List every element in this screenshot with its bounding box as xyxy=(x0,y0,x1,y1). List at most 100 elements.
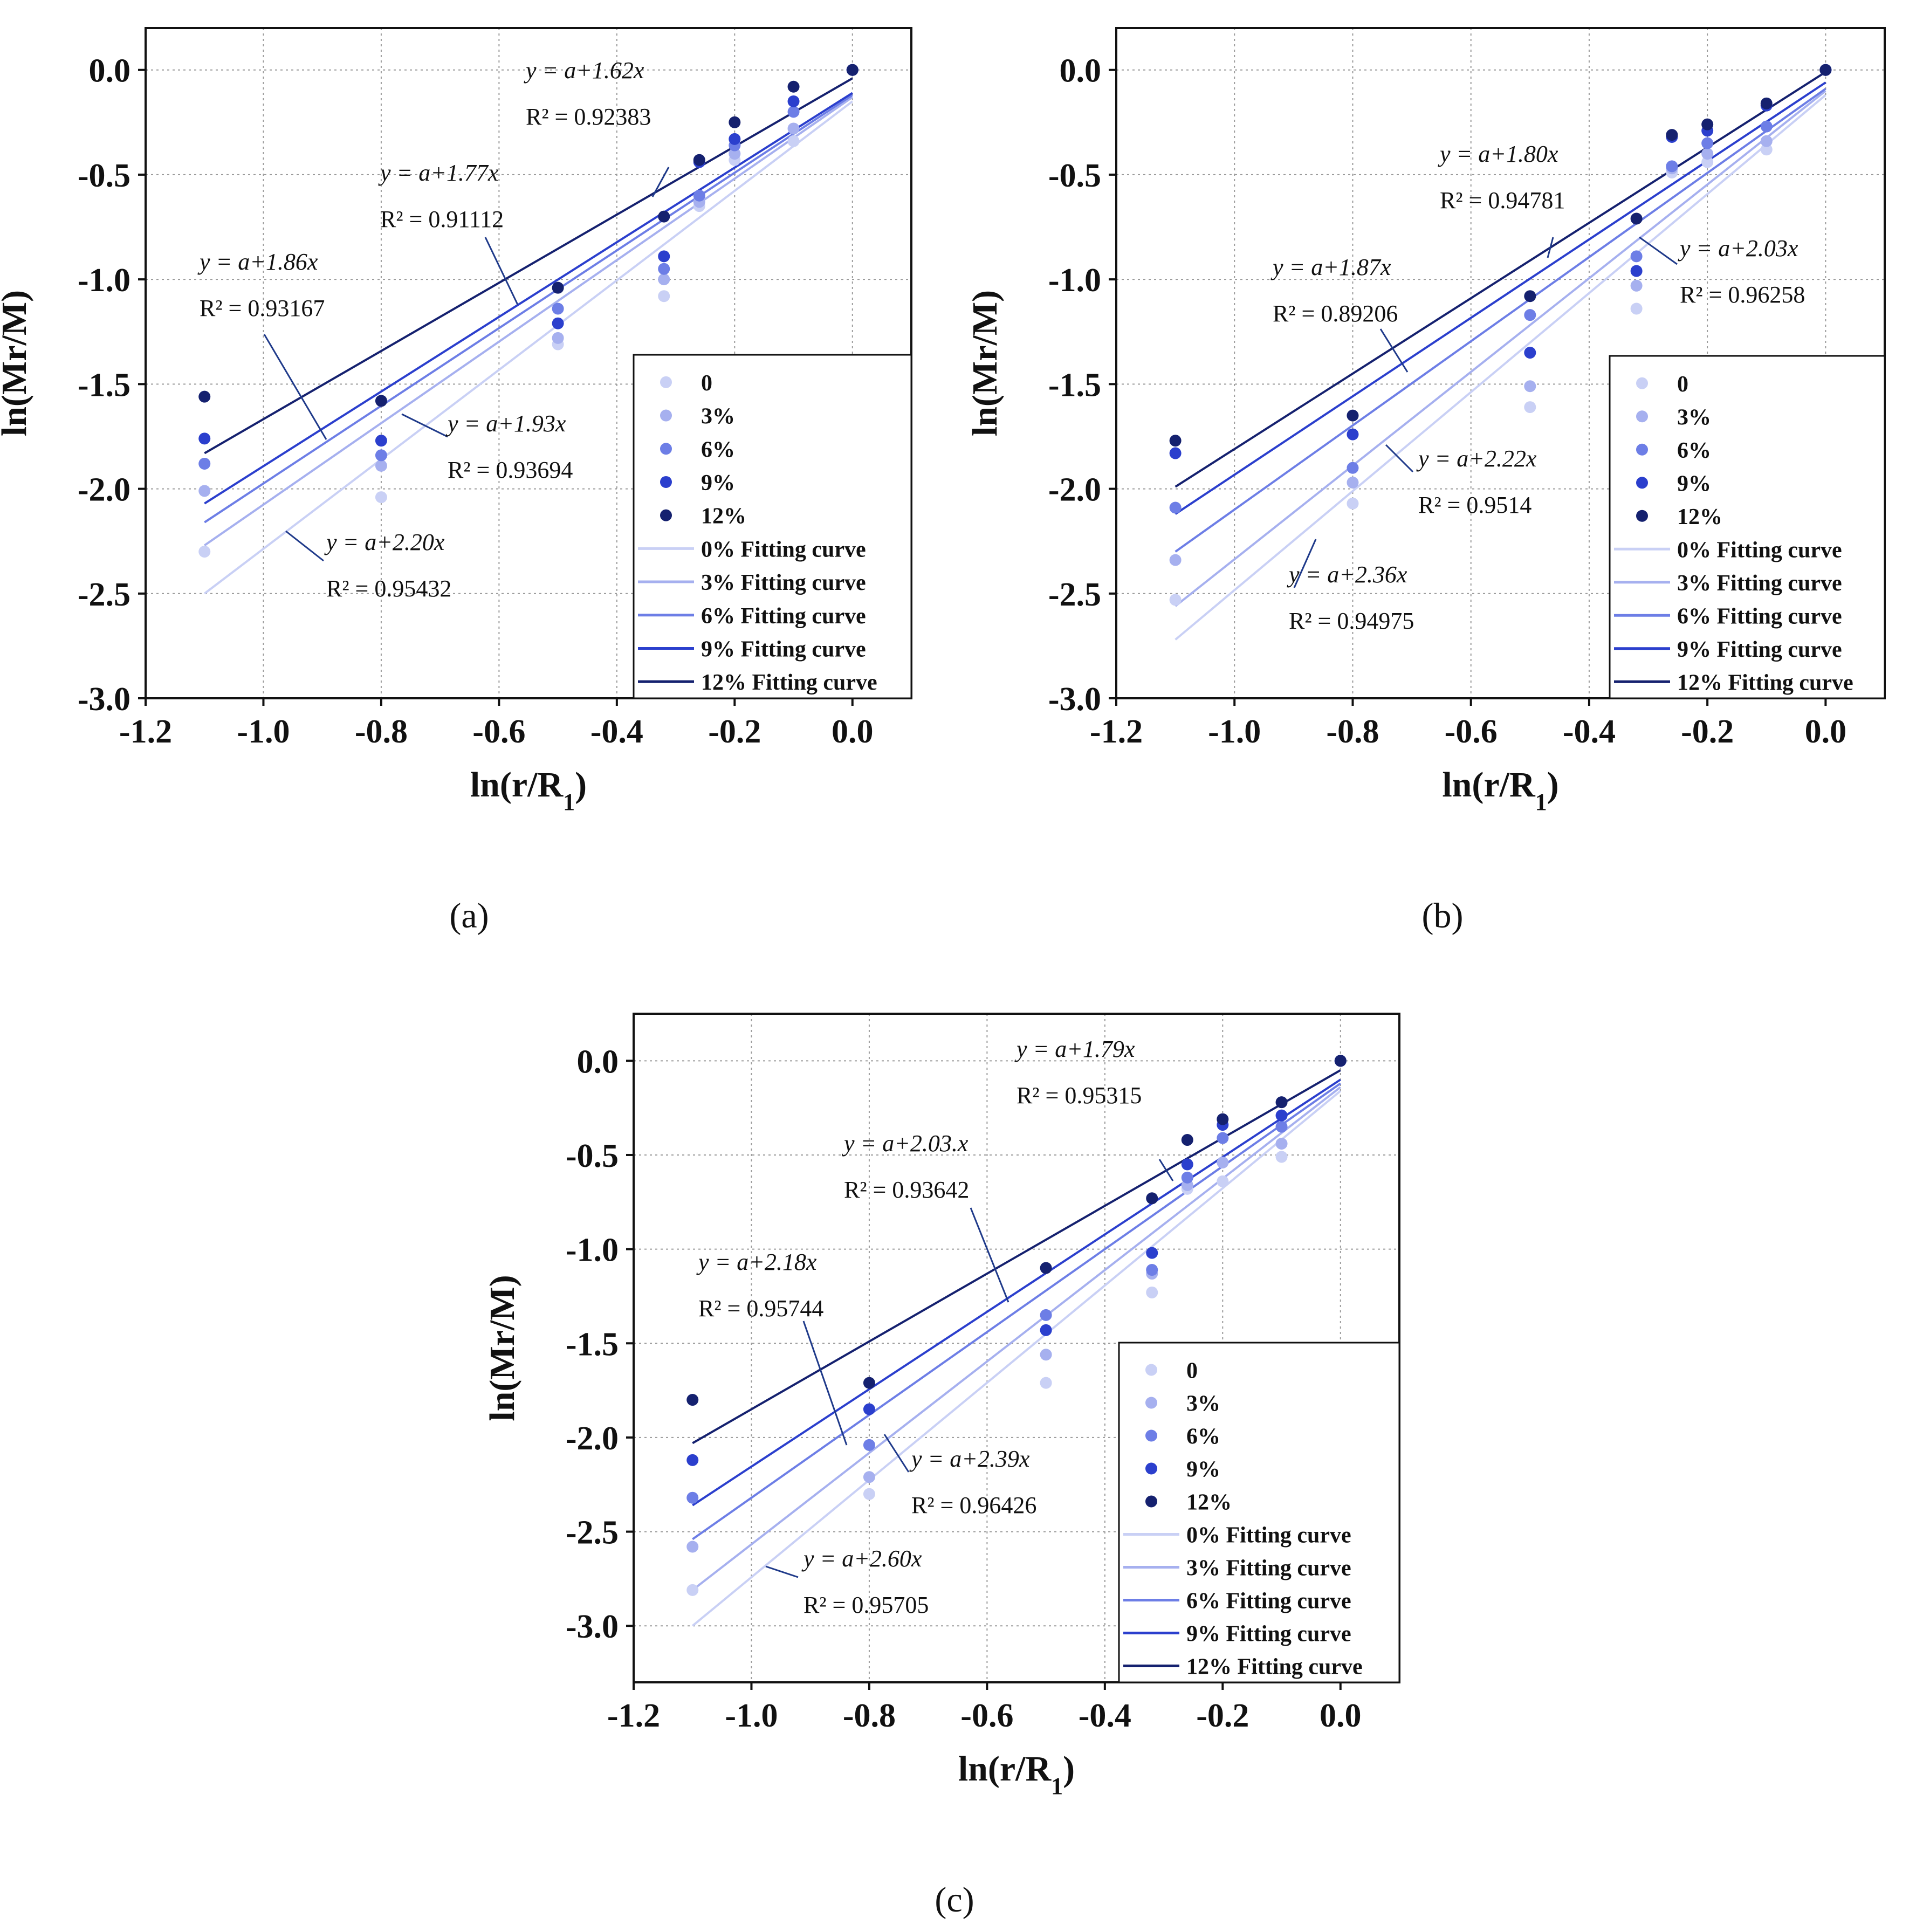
x-tick-label: -0.2 xyxy=(1196,1697,1249,1734)
data-point xyxy=(1169,447,1182,459)
y-tick-label: -2.0 xyxy=(566,1420,619,1457)
y-tick-label: -2.5 xyxy=(78,576,131,613)
annotation-leader xyxy=(401,413,448,438)
legend-box xyxy=(633,354,912,699)
legend-marker xyxy=(1636,410,1648,423)
annotation-leader xyxy=(285,530,324,562)
x-tick-label: -0.4 xyxy=(590,713,643,750)
legend: 0 3% 6% 9% 12% 0% Fitting curve 3% Fitting cur… xyxy=(1118,1342,1400,1683)
panel-caption-c: (c) xyxy=(935,1880,974,1920)
data-point xyxy=(1524,347,1536,359)
fit-line-9pct xyxy=(692,1078,1341,1507)
data-point xyxy=(375,435,387,447)
legend-fit-label: 0% Fitting curve xyxy=(1186,1523,1351,1548)
data-point xyxy=(1630,279,1643,292)
fit-line-0 xyxy=(204,100,853,595)
x-tick-label: -0.8 xyxy=(1326,713,1379,750)
y-tick-label: 0.0 xyxy=(577,1043,619,1080)
data-point xyxy=(1146,1192,1158,1205)
data-point xyxy=(1701,148,1714,160)
legend-label: 0 xyxy=(701,371,712,396)
data-point xyxy=(552,317,564,329)
fit-line-6pct xyxy=(204,94,853,524)
r-squared-label: R² = 0.94781 xyxy=(1440,187,1565,214)
r-squared-label: R² = 0.95432 xyxy=(326,575,451,602)
fit-equation-label: y = a+2.22x xyxy=(1416,445,1537,472)
data-point xyxy=(198,432,211,445)
data-point xyxy=(1347,476,1359,489)
r-squared-label: R² = 0.92383 xyxy=(526,104,651,130)
data-point xyxy=(787,95,800,107)
fit-line-3pct xyxy=(692,1086,1341,1591)
legend-marker xyxy=(660,476,672,488)
r-squared-label: R² = 0.94975 xyxy=(1289,608,1414,634)
legend-label: 6% xyxy=(1186,1425,1220,1449)
fit-line-12pct xyxy=(1175,71,1826,488)
data-point xyxy=(1760,143,1773,156)
data-point xyxy=(658,273,670,286)
legend-fit-label: 12% Fitting curve xyxy=(1677,670,1853,695)
data-point xyxy=(1181,1158,1193,1171)
legend-label: 0 xyxy=(1677,372,1688,397)
x-tick-label: -1.2 xyxy=(119,713,172,750)
data-point xyxy=(198,390,211,403)
data-point xyxy=(375,459,387,472)
y-tick-label: -2.5 xyxy=(1048,576,1101,613)
data-point xyxy=(1217,1156,1229,1168)
data-point xyxy=(1630,302,1643,315)
data-point xyxy=(686,1541,699,1553)
y-tick-label: -1.5 xyxy=(78,367,131,403)
fit-equation-label: y = a+1.79x xyxy=(1014,1036,1135,1062)
chart-panel-c: y = a+1.79x R² = 0.95315 y = a+2.03.x R² = … xyxy=(483,1013,1400,1799)
data-point xyxy=(1275,1120,1288,1133)
fit-equation-label: y = a+1.93x xyxy=(445,410,566,437)
data-point xyxy=(375,449,387,462)
x-tick-label: -1.0 xyxy=(1208,713,1261,750)
data-point xyxy=(1217,1113,1229,1125)
legend-marker xyxy=(1145,1429,1157,1442)
legend-marker xyxy=(1636,510,1648,522)
legend-marker xyxy=(1145,1364,1157,1376)
fit-equation-label: y = a+1.80x xyxy=(1438,141,1558,167)
data-point xyxy=(729,133,741,145)
data-point xyxy=(787,106,800,118)
y-axis-title: ln(Mr/M) xyxy=(965,290,1005,436)
annotation-leader xyxy=(1293,539,1317,588)
x-tick-label: 0.0 xyxy=(1320,1697,1362,1734)
y-axis-title: ln(Mr/M) xyxy=(0,290,34,436)
data-point xyxy=(1347,428,1359,441)
fit-line-6pct xyxy=(1175,88,1826,553)
r-squared-label: R² = 0.9514 xyxy=(1418,492,1531,518)
x-tick-label: -0.6 xyxy=(472,713,525,750)
legend: 0 3% 6% 9% 12% 0% Fitting curve 3% Fitting cur… xyxy=(1609,355,1886,699)
data-point xyxy=(846,64,859,76)
data-point xyxy=(1347,409,1359,422)
y-tick-label: -1.5 xyxy=(566,1326,619,1363)
fit-line-12pct xyxy=(692,1069,1341,1445)
data-point xyxy=(1040,1349,1052,1361)
data-point xyxy=(729,116,741,128)
data-point xyxy=(198,457,211,470)
data-point xyxy=(686,1394,699,1406)
data-point xyxy=(1146,1247,1158,1259)
y-tick-label: -2.5 xyxy=(566,1515,619,1551)
chart-panel-a: y = a+1.62x R² = 0.92383 y = a+1.77x R² = 0… xyxy=(0,27,912,815)
y-tick-label: -3.0 xyxy=(78,681,131,718)
annotation-leader xyxy=(1379,328,1409,373)
x-tick-label: -0.6 xyxy=(960,1697,1013,1734)
legend: 0 3% 6% 9% 12% 0% Fitting curve 3% Fitting cur… xyxy=(633,354,912,699)
x-tick-label: -0.4 xyxy=(1563,713,1616,750)
legend-label: 9% xyxy=(701,471,735,496)
x-tick-label: -1.0 xyxy=(237,713,290,750)
data-point xyxy=(863,1439,875,1451)
x-axis-title: ln(r/R1) xyxy=(958,1749,1075,1799)
y-tick-label: 0.0 xyxy=(1060,53,1102,90)
y-tick-label: -0.5 xyxy=(78,157,131,194)
fit-equation-label: y = a+2.03x xyxy=(1678,235,1798,262)
legend-fit-label: 9% Fitting curve xyxy=(1186,1622,1351,1647)
data-point xyxy=(686,1454,699,1466)
data-point xyxy=(1666,129,1678,141)
annotation-leader xyxy=(1385,444,1414,473)
fit-line-9pct xyxy=(204,92,853,505)
